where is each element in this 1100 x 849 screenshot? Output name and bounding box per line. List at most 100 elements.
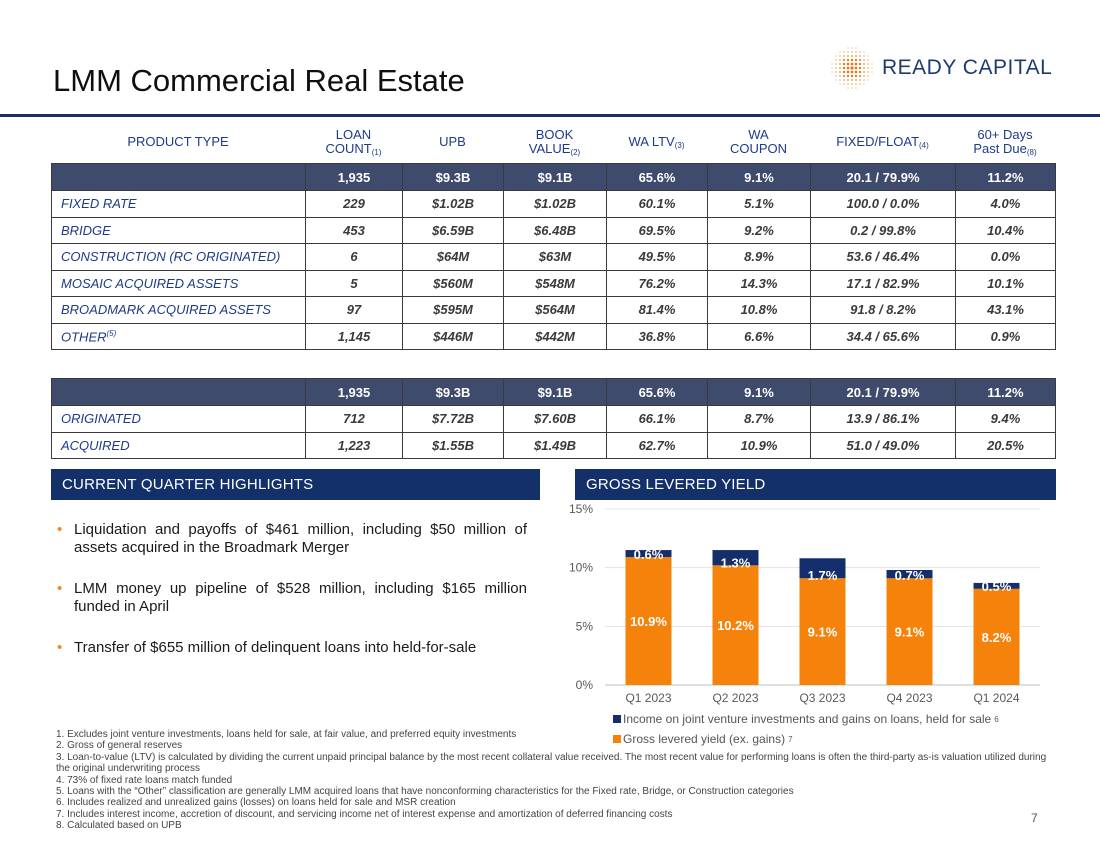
table-row: ACQUIRED 1,223 $1.55B $1.49B 62.7% 10.9% 51.0 …	[51, 431, 1056, 459]
table-cell: 51.0 / 49.0%	[810, 431, 956, 459]
logo-dot	[839, 75, 841, 77]
logo-dot	[835, 63, 837, 65]
logo-dot	[859, 83, 861, 85]
header-book-value: BOOK VALUE(2)	[528, 127, 581, 158]
table-cell: $9.1B	[503, 163, 607, 191]
y-tick-label: 10%	[569, 561, 593, 575]
data-label: 0.6%	[634, 547, 664, 562]
table-cell: 6.6%	[707, 322, 811, 350]
table-row: BROADMARK ACQUIRED ASSETS 97 $595M $564M 81.…	[51, 296, 1056, 324]
logo-dot	[851, 87, 853, 89]
table-cell: 10.1%	[955, 269, 1056, 297]
footnote: 5. Loans with the “Other” classification…	[56, 786, 794, 798]
table-cell: $1.02B	[503, 190, 607, 218]
table-cell: 453	[305, 216, 403, 244]
table-cell: 9.4%	[955, 405, 1056, 433]
header-wa-ltv: WA LTV(3)	[628, 134, 685, 151]
header-wa-coupon: WA COUPON	[729, 127, 788, 156]
table-cell: 1,935	[305, 163, 403, 191]
logo-dot	[839, 51, 841, 53]
logo-dot	[847, 47, 849, 49]
header-loan-count: LOAN COUNT(1)	[325, 127, 382, 158]
legend-item-gross-yield: Gross levered yield (ex. gains) 7	[613, 732, 999, 746]
data-label: 9.1%	[895, 625, 925, 640]
logo-dot	[839, 79, 841, 81]
logo-dot	[863, 83, 865, 85]
table-cell: $9.3B	[402, 378, 504, 406]
logo-dot	[843, 51, 845, 53]
logo-dot	[858, 62, 862, 66]
table-cell: 4.0%	[955, 190, 1056, 218]
table-cell: 8.7%	[707, 405, 811, 433]
table-cell: 229	[305, 190, 403, 218]
company-logo: READY CAPITAL	[828, 44, 1052, 92]
table-cell: 6	[305, 243, 403, 271]
table-cell	[51, 163, 306, 191]
table-cell: 1,223	[305, 431, 403, 459]
logo-dot	[851, 79, 853, 81]
logo-dot	[835, 67, 837, 69]
origination-table: 1,935 $9.3B $9.1B 65.6% 9.1% 20.1 / 79.9% 11.2…	[51, 378, 1056, 459]
table-cell: 1,935	[305, 378, 403, 406]
logo-dot	[847, 87, 849, 89]
data-label: 10.9%	[630, 614, 667, 629]
legend-item-jv-income: Income on joint venture investments and …	[613, 712, 999, 726]
data-label: 0.5%	[982, 579, 1012, 594]
logo-dot	[847, 79, 849, 81]
footnotes: 1. Excludes joint venture investments, l…	[56, 729, 1056, 832]
table-cell: $1.55B	[402, 431, 504, 459]
chart-legend: Income on joint venture investments and …	[613, 712, 999, 752]
logo-dot	[842, 70, 846, 74]
logo-text: READY CAPITAL	[882, 56, 1053, 79]
logo-dot	[859, 55, 861, 57]
logo-dot	[843, 79, 845, 81]
table-cell: 34.4 / 65.6%	[810, 322, 956, 350]
header-product-type: PRODUCT TYPE	[127, 134, 229, 149]
table-row: CONSTRUCTION (RC ORIGINATED) 6 $64M $63M 49.…	[51, 243, 1056, 271]
table-cell: 43.1%	[955, 296, 1056, 324]
logo-dot	[863, 59, 865, 61]
logo-dot	[835, 75, 837, 77]
row-label: CONSTRUCTION (RC ORIGINATED)	[51, 243, 306, 271]
logo-dot	[847, 55, 849, 57]
table-cell: 10.4%	[955, 216, 1056, 244]
data-label: 9.1%	[808, 625, 838, 640]
logo-dot	[839, 67, 841, 69]
table-cell: $1.49B	[503, 431, 607, 459]
table-cell: 60.1%	[606, 190, 708, 218]
logo-dot	[846, 70, 850, 74]
table-cell: $7.72B	[402, 405, 504, 433]
table-cell: 20.1 / 79.9%	[810, 163, 956, 191]
logo-dot	[863, 63, 865, 65]
table-cell: 5	[305, 269, 403, 297]
row-label: OTHER(5)	[51, 322, 306, 350]
logo-dot	[859, 51, 861, 53]
row-label: FIXED RATE	[51, 190, 306, 218]
x-tick-label: Q3 2023	[799, 691, 845, 705]
table-cell: 81.4%	[606, 296, 708, 324]
table-cell: $7.60B	[503, 405, 607, 433]
logo-dot	[859, 79, 861, 81]
logo-dot	[858, 66, 862, 70]
table-cell: $442M	[503, 322, 607, 350]
logo-dot	[867, 79, 869, 81]
footnote: 4. 73% of fixed rate loans match funded	[56, 774, 233, 786]
logo-dot	[867, 55, 869, 57]
bar-segment	[799, 558, 846, 579]
logo-dot	[835, 79, 837, 81]
table-cell: 66.1%	[606, 405, 708, 433]
logo-dot	[843, 83, 845, 85]
footnote: 7. Includes interest income, accretion o…	[56, 808, 673, 820]
logo-dot	[846, 66, 850, 70]
table-cell: $6.48B	[503, 216, 607, 244]
bar-segment	[973, 588, 1020, 685]
logo-dot	[835, 71, 837, 73]
gross-levered-yield-chart: 0% 5% 10% 15% 10.9% 0.6% Q1 2023 10.2% 1.3% Q2 20…	[569, 502, 1040, 705]
table-cell: $548M	[503, 269, 607, 297]
row-label: ACQUIRED	[51, 431, 306, 459]
y-tick-label: 5%	[576, 619, 594, 633]
row-label: BROADMARK ACQUIRED ASSETS	[51, 296, 306, 324]
logo-dot	[839, 83, 841, 85]
logo-dot	[839, 59, 841, 61]
product-type-table: 1,935 $9.3B $9.1B 65.6% 9.1% 20.1 / 79.9% 11.2…	[51, 163, 1056, 350]
